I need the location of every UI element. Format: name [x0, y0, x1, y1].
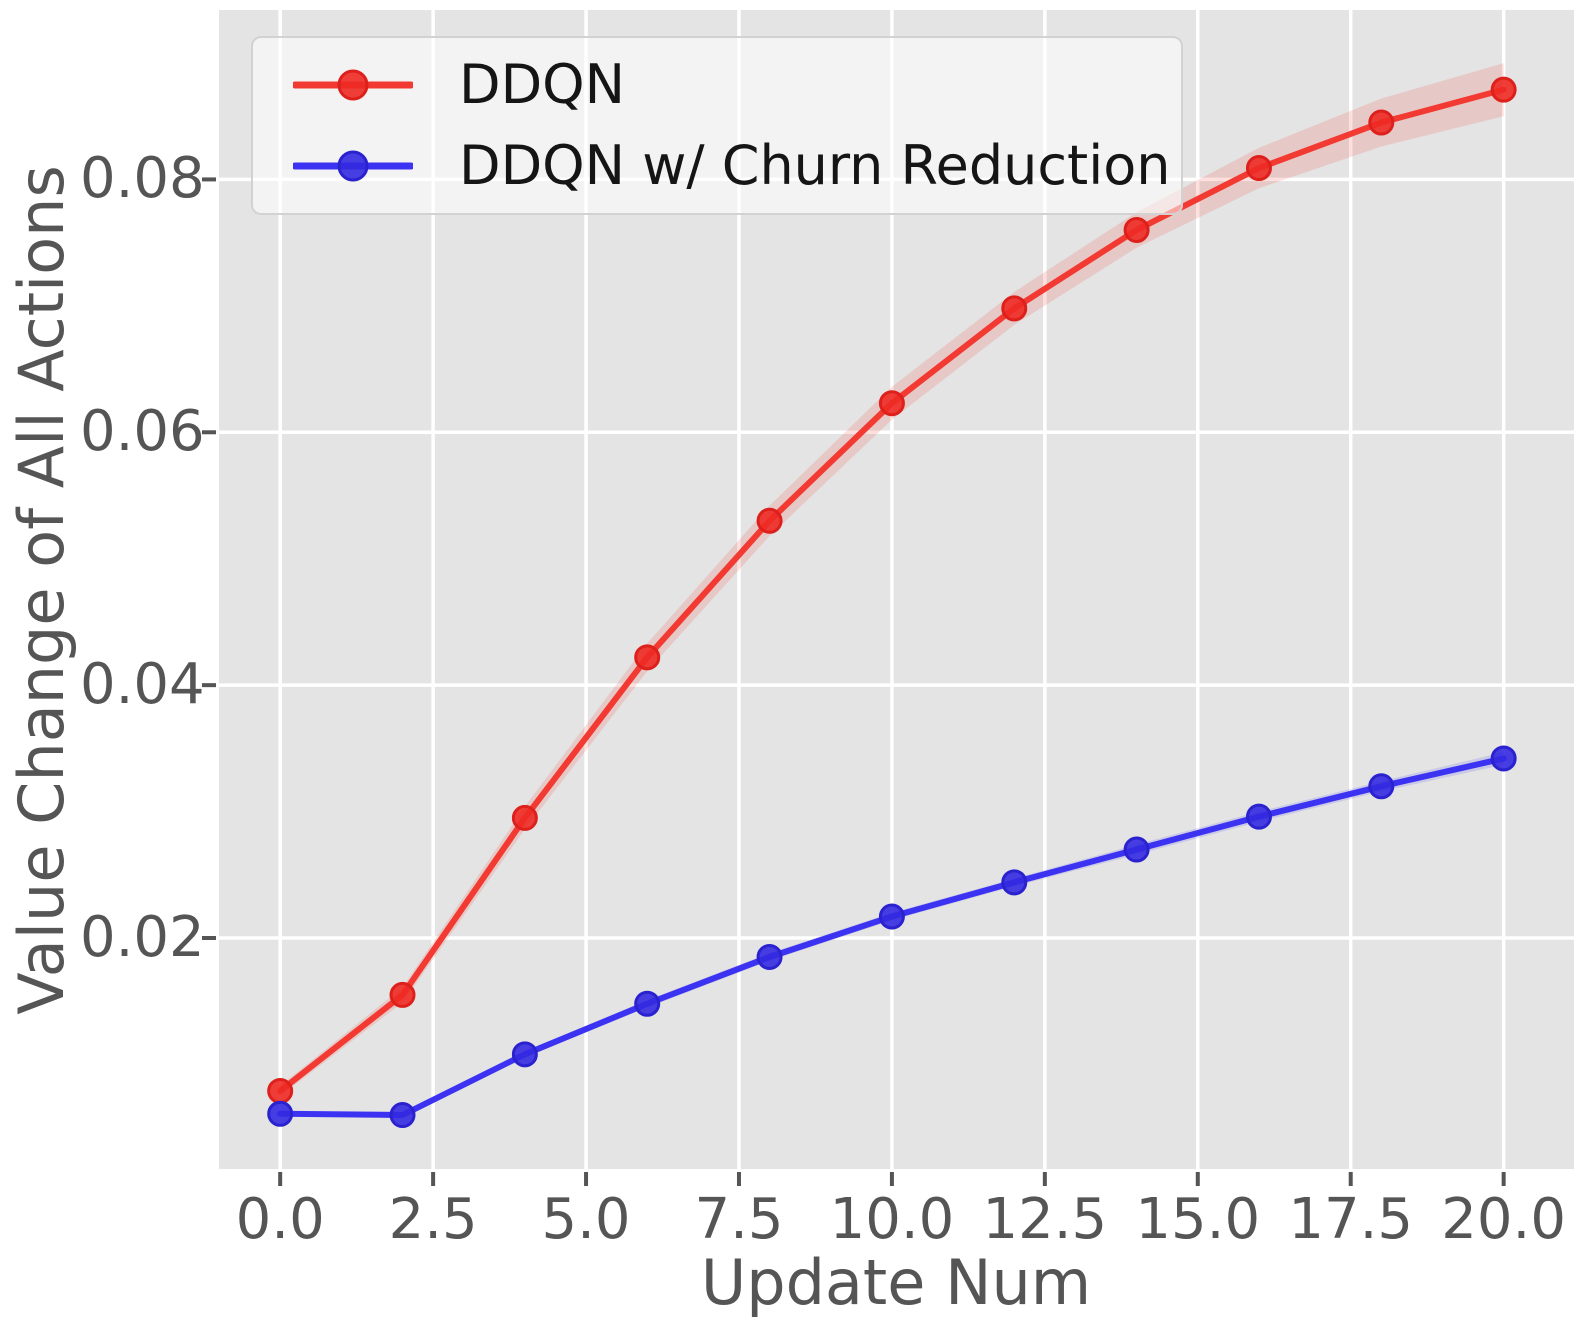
- x-tick-label: 12.5: [982, 1187, 1108, 1252]
- ddqn-marker: [756, 507, 783, 534]
- y-tick-label: 0.02: [80, 905, 205, 970]
- ddqn-churn-reduction-marker: [267, 1100, 294, 1127]
- ddqn-marker: [389, 981, 416, 1008]
- ddqn-marker: [1123, 216, 1150, 243]
- legend-sample-marker: [337, 150, 369, 182]
- ddqn-churn-reduction-marker: [511, 1041, 538, 1068]
- ddqn-churn-reduction-marker: [1123, 836, 1150, 863]
- ddqn-marker: [878, 390, 905, 417]
- ddqn-churn-reduction-marker: [389, 1102, 416, 1129]
- ddqn-marker: [1368, 109, 1395, 136]
- ddqn-marker: [267, 1077, 294, 1104]
- ddqn-marker: [1245, 155, 1272, 182]
- ddqn-churn-reduction-marker: [756, 943, 783, 970]
- x-axis-label: Update Num: [700, 1246, 1092, 1319]
- x-tick-label: 20.0: [1441, 1187, 1566, 1252]
- ddqn-churn-reduction-marker: [634, 990, 661, 1017]
- legend-line-marker-blue-icon: [293, 150, 413, 182]
- ddqn-marker: [511, 804, 538, 831]
- y-tick-label: 0.08: [80, 146, 205, 212]
- ddqn-churn-reduction-marker: [878, 903, 905, 930]
- y-axis-label: Value Change of All Actions: [5, 165, 78, 1015]
- ddqn-marker: [1490, 76, 1517, 103]
- legend-label-ddqn-churn-reduction: DDQN w/ Churn Reduction: [459, 134, 1171, 198]
- legend-line-marker-red-icon: [293, 69, 413, 101]
- ddqn-churn-reduction-marker: [1368, 773, 1395, 800]
- legend-label-ddqn: DDQN: [459, 52, 626, 116]
- ddqn-churn-reduction-marker: [1245, 803, 1272, 830]
- x-tick-label: 0.0: [235, 1187, 325, 1252]
- legend-sample-marker: [337, 69, 369, 101]
- y-tick-label: 0.04: [80, 652, 205, 718]
- x-tick-label: 10.0: [829, 1187, 955, 1252]
- ddqn-churn-reduction-marker: [1001, 869, 1028, 896]
- legend-item-ddqn: DDQN: [253, 45, 1181, 125]
- x-tick-label: 5.0: [541, 1187, 631, 1252]
- legend: DDQN DDQN w/ Churn Reduction: [251, 36, 1183, 215]
- ddqn-marker: [1001, 295, 1028, 322]
- y-tick-label: 0.06: [80, 399, 205, 465]
- x-tick-label: 7.5: [694, 1187, 784, 1252]
- x-tick-label: 2.5: [388, 1187, 478, 1252]
- x-tick-label: 17.5: [1288, 1187, 1414, 1252]
- ddqn-marker: [634, 644, 661, 671]
- legend-item-ddqn-churn-reduction: DDQN w/ Churn Reduction: [253, 126, 1181, 206]
- ddqn-churn-reduction-marker: [1490, 745, 1517, 772]
- x-tick-label: 15.0: [1135, 1187, 1261, 1252]
